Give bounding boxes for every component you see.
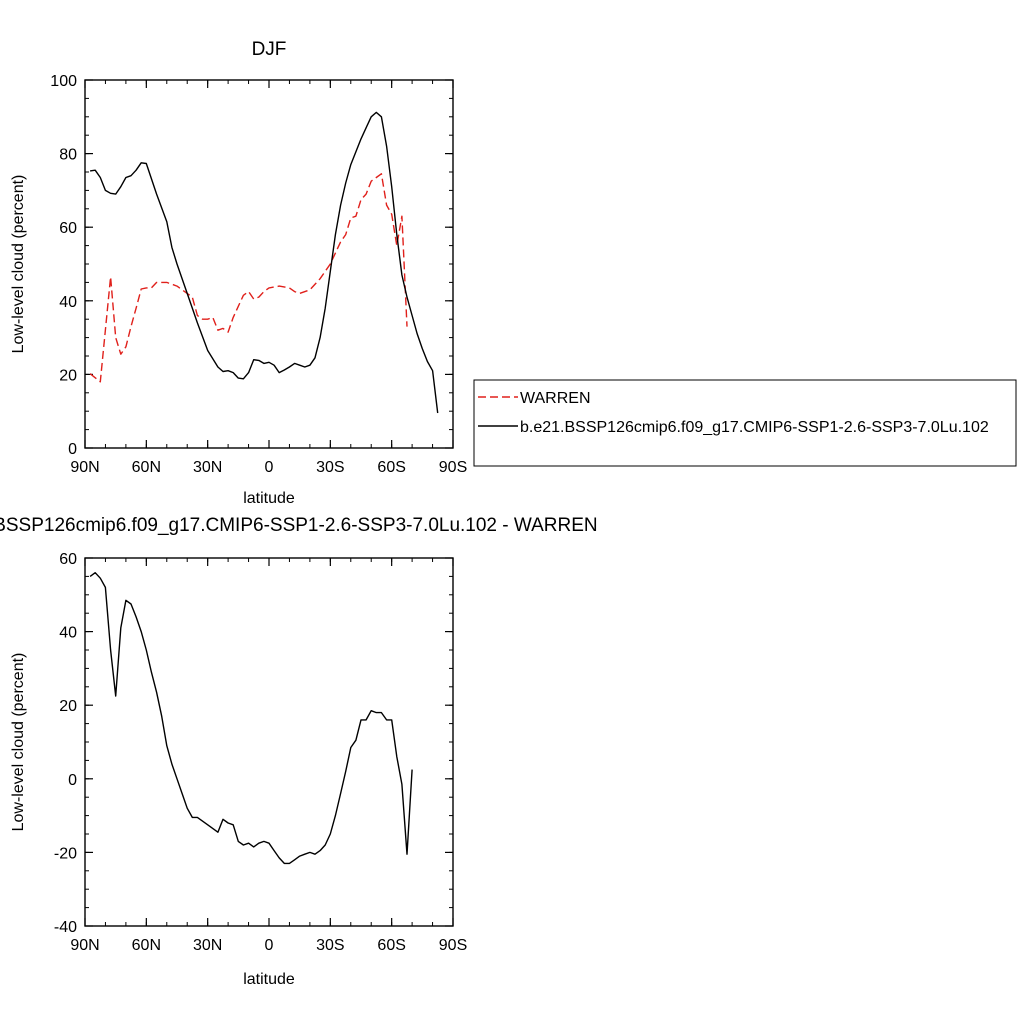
y-tick-label: 40 [59,625,77,642]
chart-bottom: b.e21.BSSP126cmip6.f09_g17.CMIP6-SSP1-2.… [0,515,598,988]
x-tick-label: 60N [132,459,161,476]
x-tick-label: 60S [377,937,405,954]
x-tick-label: 90S [439,459,467,476]
x-tick-label: 30N [193,937,222,954]
x-tick-label: 90N [70,459,99,476]
chart-top: DJF 90N 60N 30N 0 30S 60S 90S 0 20 40 60 80 100 latitu… [10,39,467,507]
x-axis-label: latitude [243,490,295,507]
x-tick-label: 30N [193,459,222,476]
legend: WARREN b.e21.BSSP126cmip6.f09_g17.CMIP6-S… [473,379,1017,467]
plot-frame [84,79,454,449]
legend-box [473,379,1017,467]
x-tick-label: 90N [70,937,99,954]
x-tick-label: 30S [316,937,344,954]
y-tick-label: 20 [59,367,77,384]
y-axis-label: Low-level cloud (percent) [10,653,27,832]
y-tick-label: 40 [59,294,77,311]
y-tick-label: 0 [68,441,77,458]
y-tick-label: -20 [54,845,77,862]
y-axis-label: Low-level cloud (percent) [10,175,27,354]
x-axis-label: latitude [243,971,295,988]
y-tick-label: 100 [50,73,77,90]
chart-title: DJF [252,39,287,60]
series-line-difference [89,572,413,865]
y-tick-label: 0 [68,772,77,789]
x-tick-label: 90S [439,937,467,954]
legend-label: b.e21.BSSP126cmip6.f09_g17.CMIP6-SSP1-2.… [520,419,989,436]
chart-title: b.e21.BSSP126cmip6.f09_g17.CMIP6-SSP1-2.… [0,515,598,536]
x-tick-label: 60N [132,937,161,954]
y-tick-label: 20 [59,698,77,715]
y-tick-label: 60 [59,551,77,568]
series-line-warren [89,173,408,383]
y-tick-label: 80 [59,147,77,164]
y-tick-label: 60 [59,220,77,237]
x-tick-label: 60S [377,459,405,476]
plot-frame [84,557,454,927]
legend-label: WARREN [520,390,591,407]
x-tick-label: 30S [316,459,344,476]
series-line-model [90,111,439,414]
x-tick-label: 0 [265,937,274,954]
y-tick-label: -40 [54,919,77,936]
x-tick-label: 0 [265,459,274,476]
